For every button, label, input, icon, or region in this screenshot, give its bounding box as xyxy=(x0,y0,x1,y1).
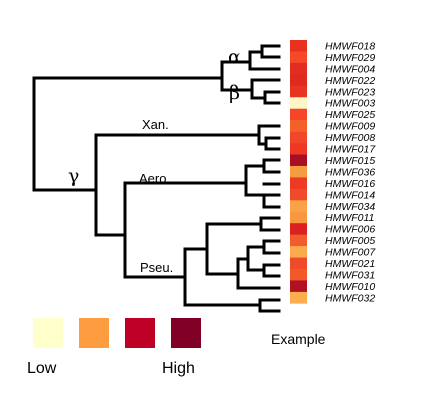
heatmap-cell xyxy=(290,85,307,98)
heatmap-cell xyxy=(290,120,307,132)
tip-label: HMWF023 xyxy=(325,86,375,98)
branch-pseu-node xyxy=(183,247,209,307)
tip-label: HMWF022 xyxy=(325,75,375,87)
tip-label: HMWF011 xyxy=(325,212,374,224)
branch-alpha-2 xyxy=(248,50,281,71)
clade-label-alpha: α xyxy=(228,46,241,68)
tip-label: HMWF014 xyxy=(325,189,375,201)
branch-pseu-a xyxy=(259,216,281,232)
branch-pseu-bcd xyxy=(236,257,264,290)
heatmap-cell xyxy=(290,291,307,304)
heatmap-cell xyxy=(290,51,307,64)
heatmap-cell xyxy=(290,211,307,224)
clade-label-gamma: γ xyxy=(68,165,79,187)
heatmap-title: Example xyxy=(271,331,326,347)
phylogenetic-tree xyxy=(32,44,281,313)
heatmap-cell xyxy=(290,154,307,167)
tip-labels: HMWF018HMWF029HMWF004HMWF022HMWF023HMWF0… xyxy=(325,40,376,304)
legend-swatch-high xyxy=(125,318,155,348)
tip-label: HMWF007 xyxy=(325,247,376,259)
branch-pseu-to-aero xyxy=(123,181,187,279)
legend-high-label: High xyxy=(162,360,195,377)
heatmap-cell xyxy=(290,40,307,52)
heatmap-cell xyxy=(290,74,307,87)
heatmap-cell xyxy=(290,97,307,109)
branch-aero-to-xan xyxy=(94,133,127,237)
branch-pseu-b xyxy=(262,239,281,255)
heatmap-cell xyxy=(290,234,307,247)
tip-label: HMWF004 xyxy=(325,63,375,75)
tip-label: HMWF021 xyxy=(325,258,375,270)
tip-label: HMWF009 xyxy=(325,121,375,133)
heatmap-column xyxy=(290,40,307,304)
branch-aero-inner xyxy=(244,164,266,197)
heatmap-cell xyxy=(290,62,307,75)
branch-alpha-1 xyxy=(260,44,281,59)
clade-label-beta: β xyxy=(229,82,240,104)
branch-pseu-c xyxy=(262,263,281,278)
tip-label: HMWF031 xyxy=(325,269,375,281)
legend-swatch-low xyxy=(79,318,109,348)
legend-swatch-very-high xyxy=(171,318,201,348)
tip-label: HMWF016 xyxy=(325,178,375,190)
heatmap-cell xyxy=(290,280,307,293)
tip-label: HMWF015 xyxy=(325,155,375,167)
heatmap-cell xyxy=(290,108,307,121)
branch-pseu-ab xyxy=(205,222,263,276)
branch-pseu-e xyxy=(258,298,281,313)
tip-label: HMWF025 xyxy=(325,109,375,121)
color-legend xyxy=(33,318,201,348)
heatmap-cell xyxy=(290,246,307,258)
tip-label: HMWF005 xyxy=(325,235,375,247)
tip-label: HMWF003 xyxy=(325,98,375,110)
heatmap-cell xyxy=(290,188,307,201)
tip-label: HMWF006 xyxy=(325,224,375,236)
tip-label: HMWF029 xyxy=(325,52,375,64)
heatmap-cell xyxy=(290,269,307,281)
tip-label: HMWF018 xyxy=(325,40,375,52)
heatmap-cell xyxy=(290,143,307,155)
branch-aero-2 xyxy=(262,193,281,209)
legend-swatch-very-low xyxy=(33,318,63,348)
branch-aero-1 xyxy=(262,158,281,174)
branch-beta-1 xyxy=(263,90,281,105)
clade-label-aero: Aero. xyxy=(139,171,170,186)
tip-label: HMWF034 xyxy=(325,201,375,213)
tip-label: HMWF010 xyxy=(325,281,375,293)
heatmap-cell xyxy=(290,200,307,213)
tip-label: HMWF032 xyxy=(325,292,375,304)
heatmap-cell xyxy=(290,223,307,235)
clade-label-pseu: Pseu. xyxy=(140,260,173,275)
heatmap-cell xyxy=(290,131,307,144)
tip-label: HMWF008 xyxy=(325,132,375,144)
heatmap-cell xyxy=(290,257,307,270)
branch-xan-1 xyxy=(264,136,281,151)
branch-pseu-bc xyxy=(246,245,266,272)
tip-label: HMWF036 xyxy=(325,166,375,178)
branch-xan-2 xyxy=(257,124,281,146)
clade-label-xan: Xan. xyxy=(142,117,169,132)
heatmap-cell xyxy=(290,165,307,178)
tip-label: HMWF017 xyxy=(325,144,376,156)
legend-low-label: Low xyxy=(27,360,57,377)
heatmap-cell xyxy=(290,177,307,190)
branch-ab-to-root xyxy=(32,76,224,192)
